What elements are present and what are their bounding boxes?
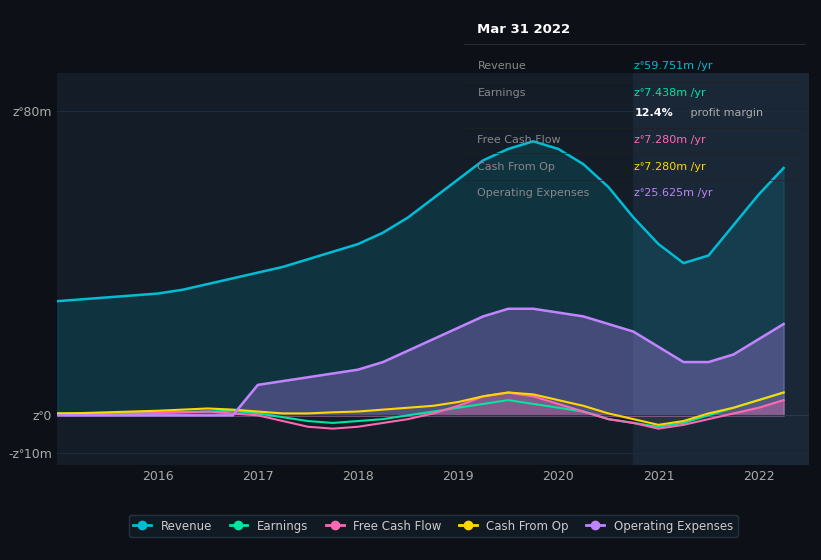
Text: Free Cash Flow: Free Cash Flow	[478, 135, 561, 145]
Text: Earnings: Earnings	[478, 88, 526, 98]
Text: zᐤ7.280m /yr: zᐤ7.280m /yr	[635, 161, 706, 171]
Text: zᐤ7.280m /yr: zᐤ7.280m /yr	[635, 135, 706, 145]
Bar	[633, 73, 809, 465]
Text: Revenue: Revenue	[478, 62, 526, 71]
Text: zᐤ25.625m /yr: zᐤ25.625m /yr	[635, 188, 713, 198]
Text: profit margin: profit margin	[687, 109, 764, 118]
Text: zᐤ59.751m /yr: zᐤ59.751m /yr	[635, 62, 713, 71]
Text: 12.4%: 12.4%	[635, 109, 673, 118]
Text: Mar 31 2022: Mar 31 2022	[478, 24, 571, 36]
Text: Cash From Op: Cash From Op	[478, 161, 555, 171]
Text: Operating Expenses: Operating Expenses	[478, 188, 589, 198]
Text: zᐤ7.438m /yr: zᐤ7.438m /yr	[635, 88, 706, 98]
Legend: Revenue, Earnings, Free Cash Flow, Cash From Op, Operating Expenses: Revenue, Earnings, Free Cash Flow, Cash …	[129, 515, 737, 537]
